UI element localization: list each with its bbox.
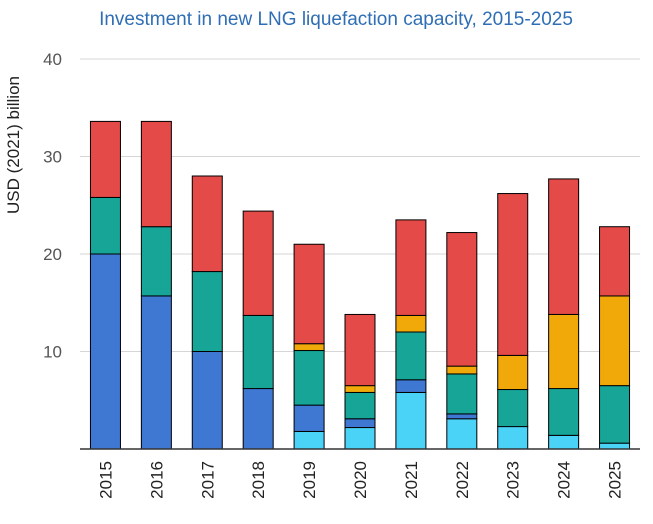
bar-segment-2015-s4 xyxy=(89,120,121,198)
bar-segment-2022-s3 xyxy=(446,365,478,375)
x-tick-label-2023: 2023 xyxy=(504,461,523,499)
bar-segment-2023-s3 xyxy=(497,354,529,391)
x-tick-labels: 2015 2016 2017 2018 2019 2020 2021 2022 2023 2024… xyxy=(96,461,624,499)
y-tick-label: 20 xyxy=(43,245,62,264)
y-tick-labels: 10 20 30 40 xyxy=(43,50,62,362)
bar-segment-2024-s4 xyxy=(548,178,580,315)
y-tick-label: 40 xyxy=(43,50,62,69)
bar-segment-2021-s4 xyxy=(395,219,427,316)
y-tick-label: 10 xyxy=(43,343,62,362)
bar-segment-2022-s0 xyxy=(446,418,478,450)
bar-segment-2018-s2 xyxy=(242,314,274,390)
bars xyxy=(89,120,631,450)
bar-segment-2020-s1 xyxy=(344,418,376,429)
bar-segment-2023-s2 xyxy=(497,389,529,428)
x-tick-label-2025: 2025 xyxy=(606,461,625,499)
x-tick-label-2016: 2016 xyxy=(147,461,166,499)
bar-segment-2020-s2 xyxy=(344,391,376,420)
bar-segment-2018-s4 xyxy=(242,210,274,316)
bar-segment-2025-s4 xyxy=(599,226,631,297)
bar-segment-2022-s2 xyxy=(446,373,478,415)
bar-segment-2025-s2 xyxy=(599,385,631,444)
bar-segment-2015-s2 xyxy=(89,196,121,255)
bar-segment-2021-s2 xyxy=(395,331,427,381)
bar-segment-2021-s0 xyxy=(395,391,427,450)
bar-segment-2017-s2 xyxy=(191,271,223,352)
bar-segment-2022-s4 xyxy=(446,232,478,367)
bar-segment-2020-s4 xyxy=(344,313,376,387)
bar-segment-2021-s1 xyxy=(395,379,427,393)
bar-segment-2020-s0 xyxy=(344,427,376,450)
bar-segment-2016-s1 xyxy=(140,295,172,450)
bar-segment-2019-s0 xyxy=(293,430,325,450)
x-tick-label-2019: 2019 xyxy=(300,461,319,499)
x-tick-label-2024: 2024 xyxy=(555,461,574,499)
bar-segment-2019-s2 xyxy=(293,350,325,406)
bar-segment-2019-s3 xyxy=(293,343,325,352)
bar-segment-2018-s1 xyxy=(242,388,274,450)
x-tick-label-2021: 2021 xyxy=(402,461,421,499)
bar-segment-2019-s1 xyxy=(293,404,325,432)
bar-segment-2019-s4 xyxy=(293,243,325,345)
y-axis-label: USD (2021) billion xyxy=(4,76,23,214)
bar-segment-2025-s0 xyxy=(599,442,631,450)
bar-segment-2024-s2 xyxy=(548,388,580,436)
bar-segment-2016-s4 xyxy=(140,120,172,228)
bar-segment-2020-s3 xyxy=(344,385,376,393)
bar-segment-2017-s4 xyxy=(191,175,223,273)
x-tick-label-2017: 2017 xyxy=(198,461,217,499)
bar-segment-2024-s3 xyxy=(548,313,580,390)
x-tick-label-2022: 2022 xyxy=(453,461,472,499)
x-tick-label-2020: 2020 xyxy=(351,461,370,499)
bar-segment-2017-s1 xyxy=(191,351,223,450)
x-tick-label-2018: 2018 xyxy=(249,461,268,499)
bar-segment-2015-s1 xyxy=(89,253,121,450)
bar-segment-2025-s3 xyxy=(599,295,631,387)
chart-title: Investment in new LNG liquefaction capac… xyxy=(99,9,573,30)
bar-segment-2023-s0 xyxy=(497,426,529,450)
bar-segment-2023-s4 xyxy=(497,193,529,356)
bar-segment-2021-s3 xyxy=(395,314,427,333)
y-tick-label: 30 xyxy=(43,148,62,167)
bar-segment-2016-s2 xyxy=(140,226,172,297)
x-tick-label-2015: 2015 xyxy=(96,461,115,499)
bar-segment-2022-s1 xyxy=(446,413,478,420)
bar-segment-2024-s0 xyxy=(548,434,580,450)
